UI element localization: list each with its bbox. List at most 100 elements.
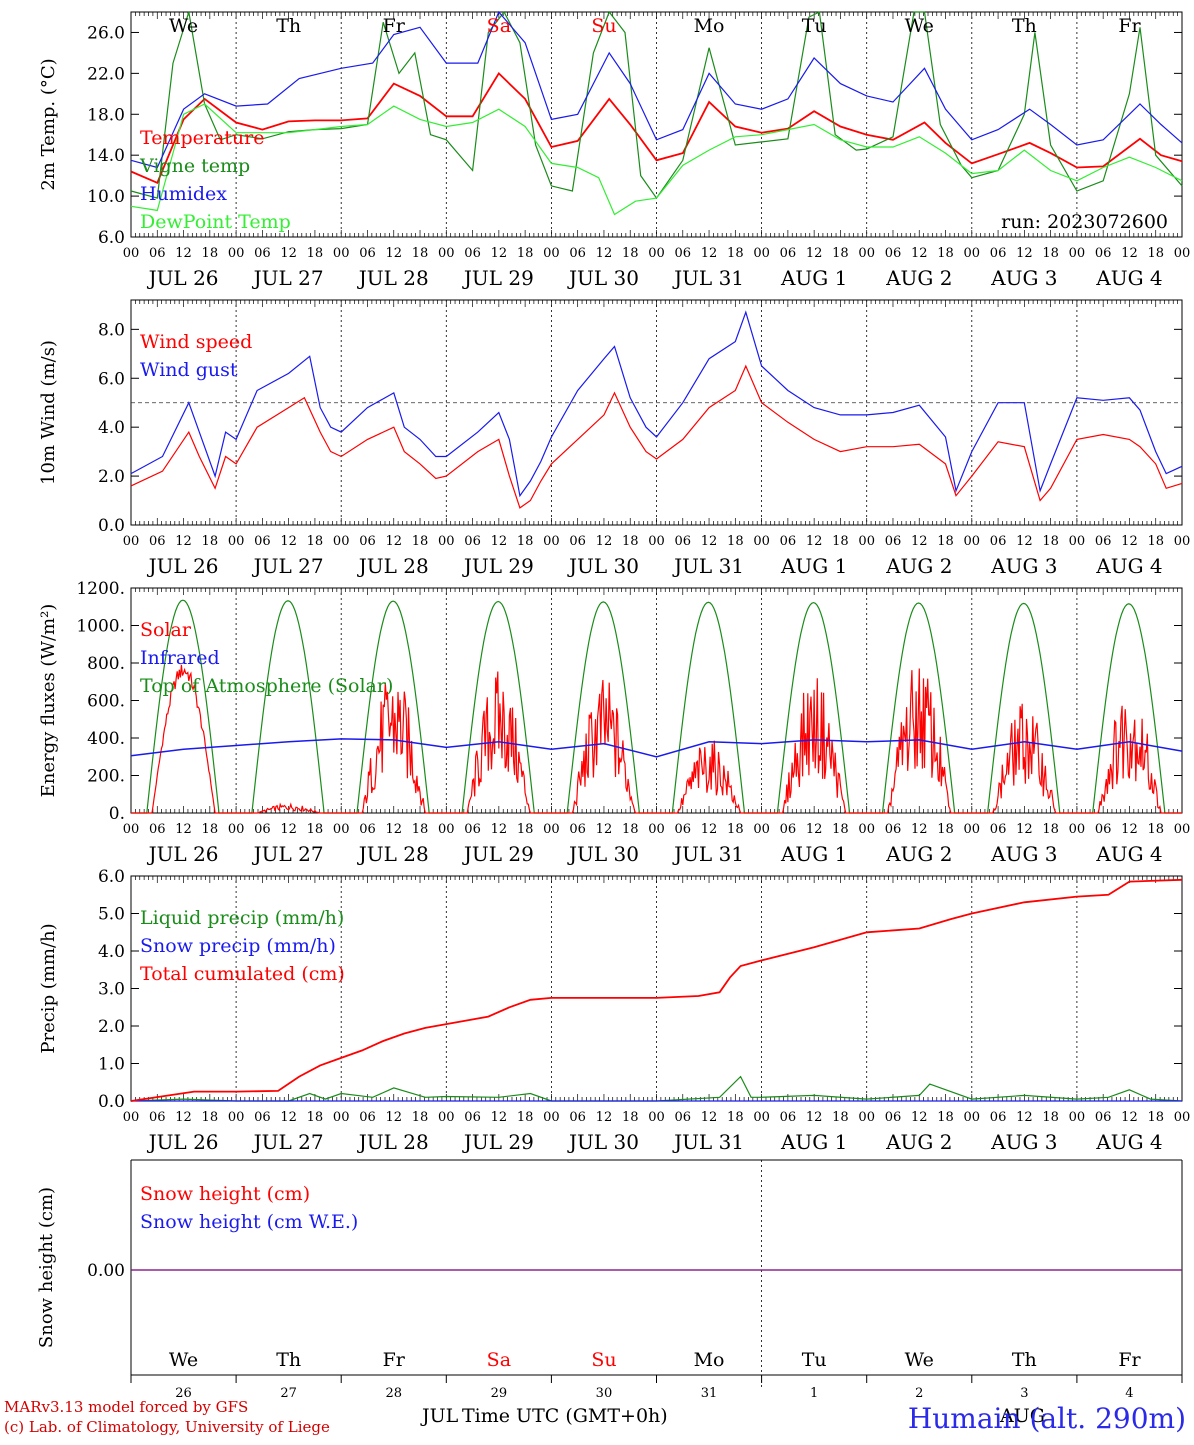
hour-tick-label: 06 [675,822,692,837]
hour-tick-label: 06 [885,822,902,837]
hour-tick-label: 06 [149,534,166,549]
hour-tick-label: 00 [333,822,350,837]
date-label: JUL 31 [672,1130,744,1154]
hour-tick-label: 12 [806,534,823,549]
y-tick-label: 800. [87,654,125,674]
month-left-label: JUL [422,1405,459,1427]
hour-tick-label: 18 [622,246,639,261]
hour-tick-label: 00 [648,246,665,261]
date-label: AUG 1 [780,1130,847,1154]
hour-tick-label: 06 [254,1110,271,1125]
hour-tick-label: 18 [307,534,324,549]
hour-tick-label: 12 [1016,822,1033,837]
hour-tick-label: 00 [543,534,560,549]
y-tick-label: 600. [87,692,125,712]
weekday-label: Mo [694,1349,725,1371]
hour-tick-label: 06 [885,1110,902,1125]
hour-tick-label: 00 [228,1110,245,1125]
hour-tick-label: 06 [1095,822,1112,837]
hour-ticks [130,876,1183,1101]
date-label: JUL 30 [567,842,639,866]
date-label: AUG 2 [885,266,952,290]
legend-snow-height-cm-w-e: Snow height (cm W.E.) [140,1211,358,1233]
hour-tick-label: 18 [307,1110,324,1125]
hour-tick-label: 00 [1069,822,1086,837]
date-label: AUG 1 [780,842,847,866]
hour-tick-label: 06 [569,534,586,549]
y-tick-label: 400. [87,729,125,749]
y-tick-label: 4.0 [98,942,125,962]
lab-credit: (c) Lab. of Climatology, University of L… [4,1418,330,1436]
date-label: AUG 3 [990,554,1057,578]
hour-tick-label: 18 [1042,822,1059,837]
weekday-label: Sa [487,1349,511,1371]
hour-tick-label: 06 [254,246,271,261]
weekday-label: Su [591,15,616,37]
hour-tick-label: 18 [727,246,744,261]
hour-tick-label: 00 [964,534,981,549]
month-right-label: AUG [1000,1405,1045,1427]
series-vigne-temp [130,10,1183,200]
hour-tick-label: 06 [149,822,166,837]
hour-tick-label: 12 [1121,822,1138,837]
hour-tick-label: 00 [753,246,770,261]
hour-tick-label: 12 [280,534,297,549]
hour-tick-label: 18 [202,246,219,261]
date-label: JUL 31 [672,266,744,290]
weekday-label: Fr [1118,15,1141,37]
hour-tick-label: 00 [964,246,981,261]
y-tick-label: 6.0 [98,369,125,389]
weekday-label: Th [276,15,301,37]
hour-tick-label: 06 [990,534,1007,549]
date-label: JUL 26 [147,266,219,290]
hour-tick-label: 18 [622,534,639,549]
y-tick-label: 0. [109,804,125,824]
hour-tick-label: 18 [517,246,534,261]
hour-tick-label: 18 [727,1110,744,1125]
hour-tick-label: 06 [464,822,481,837]
hour-tick-label: 18 [622,822,639,837]
series-humidex [130,10,1183,169]
hour-tick-label: 12 [1121,534,1138,549]
hour-tick-label: 06 [569,246,586,261]
hour-tick-label: 00 [964,822,981,837]
hour-tick-label: 12 [596,1110,613,1125]
hour-tick-label: 18 [937,1110,954,1125]
hour-tick-label: 18 [727,534,744,549]
hour-tick-label: 06 [149,1110,166,1125]
hour-tick-label: 06 [359,534,376,549]
date-label: AUG 1 [780,554,847,578]
legend-solar: Solar [140,619,192,641]
hour-tick-label: 00 [858,1110,875,1125]
weekday-label: Fr [383,1349,406,1371]
hour-tick-label: 12 [280,1110,297,1125]
hour-tick-label: 00 [543,822,560,837]
hour-tick-label: 18 [832,1110,849,1125]
date-label: JUL 26 [147,554,219,578]
y-tick-label: 1.0 [98,1055,125,1075]
hour-tick-label: 00 [123,822,140,837]
day-number-label: 31 [701,1386,718,1401]
hour-tick-label: 12 [911,1110,928,1125]
hour-tick-label: 06 [359,246,376,261]
hour-tick-label: 18 [1147,822,1164,837]
y-tick-label: 6.0 [98,228,125,248]
hour-tick-label: 18 [517,534,534,549]
weekday-label: We [169,15,198,37]
hour-tick-label: 12 [1121,1110,1138,1125]
hour-tick-label: 06 [675,534,692,549]
hour-tick-label: 18 [517,822,534,837]
weekday-label: Fr [383,15,406,37]
date-label: AUG 4 [1095,554,1162,578]
date-label: JUL 28 [357,1130,429,1154]
hour-tick-label: 12 [911,534,928,549]
date-label: JUL 27 [252,1130,324,1154]
hour-tick-label: 00 [228,534,245,549]
date-label: JUL 30 [567,554,639,578]
run-label: run: 2023072600 [1001,211,1168,233]
hour-tick-label: 06 [569,1110,586,1125]
date-label: AUG 3 [990,266,1057,290]
hour-tick-label: 18 [727,822,744,837]
series-top-of-atmosphere-solar [131,599,1182,814]
weekday-label: We [905,1349,934,1371]
